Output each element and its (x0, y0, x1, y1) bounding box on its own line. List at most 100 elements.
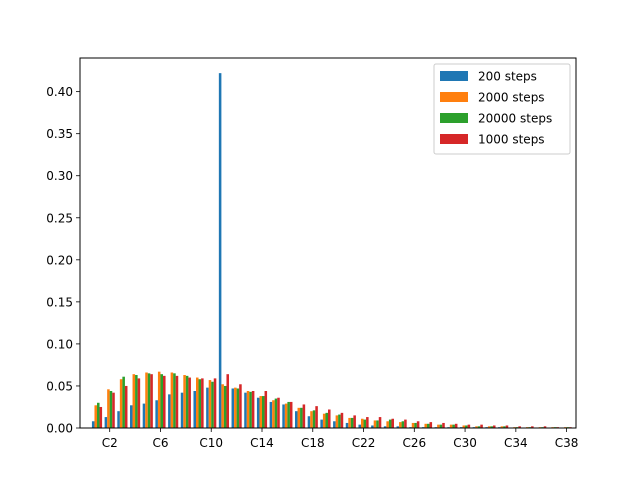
bar-c15-series-4 (277, 397, 280, 428)
bar-c32-series-3 (490, 426, 493, 428)
bar-c26-series-4 (416, 421, 420, 428)
bar-c4-series-1 (130, 405, 133, 428)
bar-c19-series-4 (328, 409, 331, 428)
bar-c35-series-4 (531, 426, 534, 428)
bar-c23-series-4 (378, 417, 382, 428)
y-tick-label: 0.05 (46, 379, 73, 393)
bar-c10-series-1 (206, 387, 209, 428)
bar-c26-series-3 (414, 422, 417, 428)
bar-c25-series-2 (399, 422, 402, 428)
bar-c28-series-2 (437, 424, 440, 428)
bar-c20-series-2 (335, 415, 339, 428)
bar-c21-series-4 (353, 415, 356, 428)
bar-c2-series-3 (109, 391, 113, 428)
x-tick-label: C26 (402, 436, 426, 450)
bar-c14-series-1 (256, 397, 260, 428)
legend: 200 steps 2000 steps 20000 steps 1000 steps (433, 63, 571, 155)
bar-c25-series-1 (396, 426, 400, 428)
bar-c23-series-2 (373, 420, 377, 428)
legend-label-series-4: 1000 steps (478, 133, 545, 147)
bar-c29-series-4 (454, 423, 458, 428)
x-tick-label: C34 (504, 436, 528, 450)
bar-c8-series-3 (185, 375, 189, 428)
x-tick-label: C14 (250, 436, 274, 450)
bar-c30-series-2 (462, 425, 466, 428)
bar-c2-series-4 (112, 392, 115, 428)
bar-c24-series-3 (388, 419, 392, 428)
bar-c25-series-3 (401, 421, 405, 428)
legend-label-series-2: 2000 steps (478, 91, 545, 105)
bar-c17-series-4 (302, 404, 306, 428)
bar-c18-series-2 (310, 411, 313, 428)
x-tick-label: C6 (152, 436, 168, 450)
legend-box (433, 63, 571, 155)
bar-c28-series-4 (442, 422, 445, 428)
bar-c29-series-3 (452, 424, 455, 428)
bar-c3-series-2 (119, 379, 123, 428)
bar-c17-series-2 (297, 407, 301, 428)
x-axis: C2 C6 C10 C14 C18 C22 C26 C30 C34 C38 (102, 428, 578, 450)
y-tick-label: 0.35 (46, 127, 73, 141)
bar-c7-series-4 (175, 375, 179, 428)
bar-c31-series-3 (477, 426, 481, 428)
bar-c12-series-1 (231, 388, 235, 428)
bar-c30-series-4 (467, 424, 471, 428)
bar-c1-series-2 (94, 405, 98, 428)
bar-c27-series-4 (429, 422, 433, 428)
bar-c5-series-2 (145, 372, 148, 428)
bar-c7-series-2 (170, 372, 174, 428)
bar-c11-series-3 (223, 385, 227, 428)
y-tick-label: 0.30 (46, 169, 73, 183)
bar-c16-series-1 (282, 404, 285, 428)
bar-c29-series-2 (449, 424, 453, 428)
bar-c14-series-2 (259, 396, 262, 428)
y-tick-label: 0.40 (46, 85, 73, 99)
bar-c4-series-2 (132, 374, 136, 428)
bar-c8-series-1 (180, 392, 184, 428)
bar-c36-series-4 (543, 426, 547, 428)
bar-c3-series-1 (117, 411, 120, 428)
bar-c20-series-1 (333, 421, 336, 428)
y-axis: 0.00 0.05 0.10 0.15 0.20 0.25 0.30 0.35 0.40 (46, 85, 80, 436)
bar-c8-series-2 (183, 375, 186, 428)
bar-c10-series-2 (208, 380, 212, 428)
x-tick-label: C22 (352, 436, 376, 450)
bar-c18-series-1 (307, 416, 311, 428)
bar-c6-series-3 (160, 374, 164, 428)
bar-c9-series-3 (198, 379, 202, 428)
bar-c12-series-2 (234, 387, 237, 428)
bar-c13-series-2 (246, 391, 250, 428)
bar-c22-series-1 (358, 424, 361, 428)
bar-c1-series-1 (91, 421, 95, 428)
bar-c24-series-2 (386, 421, 389, 428)
axes-frame (79, 57, 577, 429)
bar-c9-series-4 (201, 378, 204, 428)
bar-c19-series-2 (322, 413, 326, 428)
series-4-bars (99, 374, 572, 428)
bar-c32-series-4 (492, 425, 496, 428)
bar-c32-series-2 (487, 426, 491, 428)
bar-c4-series-3 (135, 375, 138, 428)
bar-c17-series-1 (295, 411, 298, 428)
y-tick-label: 0.00 (46, 422, 73, 436)
bar-c33-series-3 (503, 426, 506, 428)
bar-c30-series-3 (465, 425, 468, 428)
bar-c5-series-3 (147, 373, 151, 428)
bar-c16-series-3 (287, 401, 290, 428)
legend-label-series-3: 20000 steps (478, 112, 552, 126)
bar-c12-series-4 (239, 384, 242, 428)
bar-c9-series-1 (193, 391, 197, 428)
bar-c19-series-1 (320, 419, 323, 428)
bar-c19-series-3 (325, 412, 328, 428)
bar-c4-series-4 (137, 378, 141, 428)
bar-c7-series-1 (168, 394, 171, 428)
bar-c13-series-3 (249, 391, 252, 428)
bar-c11-series-1 (218, 73, 222, 428)
bar-c10-series-3 (211, 381, 214, 428)
y-tick-label: 0.10 (46, 337, 73, 351)
bar-c11-series-2 (221, 384, 224, 428)
bar-c9-series-2 (196, 377, 199, 428)
bar-c6-series-1 (155, 400, 158, 428)
bar-c20-series-3 (338, 414, 341, 428)
